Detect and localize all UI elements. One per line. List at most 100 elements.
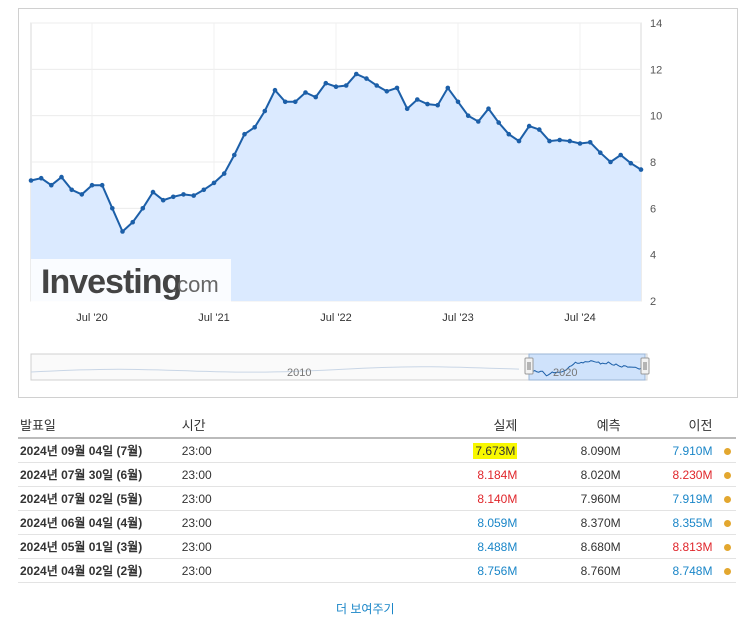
table-row: 2024년 07월 02일 (5월) 23:00 8.140M 7.960M 7.919… — [18, 486, 736, 511]
forecast-cell-value: 8.090M — [580, 443, 621, 458]
release-date-cell: 2024년 05월 01일 (3월) — [18, 534, 180, 559]
table-row: 2024년 09월 04일 (7월) 23:00 7.673M 8.090M 7.910… — [18, 438, 736, 463]
show-more-link[interactable]: 더 보여주기 — [336, 602, 395, 616]
forecast-cell: 8.370M — [521, 510, 625, 535]
actual-cell: 8.488M — [421, 534, 522, 559]
forecast-cell: 8.760M — [521, 558, 625, 583]
data-point — [89, 182, 95, 188]
status-cell — [716, 558, 736, 583]
navigator-handle[interactable] — [640, 357, 650, 375]
status-cell — [716, 438, 736, 463]
x-tick-label: Jul '20 — [76, 312, 107, 324]
header-date: 발표일 — [18, 412, 180, 439]
previous-cell-value: 8.355M — [672, 515, 713, 530]
economic-indicator-chart: 2 4 6 8 10 12 14 Jul '20 Jul '21 Jul '22 Jul '23 Ju… — [28, 18, 662, 381]
data-point — [547, 138, 552, 144]
release-time-cell-value: 23:00 — [181, 515, 212, 530]
release-time-cell-value: 23:00 — [181, 443, 212, 458]
y-tick-label: 4 — [650, 250, 656, 262]
x-tick-label: Jul '23 — [442, 312, 473, 324]
data-point — [435, 102, 441, 108]
forecast-cell: 8.020M — [521, 462, 625, 487]
previous-cell: 8.230M — [624, 462, 717, 487]
data-point — [211, 180, 217, 186]
x-tick-label: Jul '24 — [564, 312, 595, 324]
data-point — [577, 141, 583, 146]
data-point — [425, 101, 430, 107]
watermark-suffix: .com — [171, 272, 219, 297]
forecast-cell-value: 8.680M — [580, 539, 621, 554]
table-row: 2024년 07월 30일 (6월) 23:00 8.184M 8.020M 8.230… — [18, 462, 736, 487]
release-date-cell-value: 2024년 07월 30일 (6월) — [20, 468, 143, 482]
data-point — [120, 229, 125, 234]
data-point — [232, 152, 237, 158]
series-area — [31, 74, 641, 301]
data-point — [201, 187, 207, 193]
actual-cell-value: 8.488M — [477, 539, 518, 554]
forecast-cell-value: 8.020M — [580, 467, 621, 482]
previous-cell-value: 8.230M — [672, 467, 713, 482]
data-point — [171, 194, 176, 200]
navigator-handle[interactable] — [524, 357, 534, 375]
data-point — [455, 99, 461, 105]
investing-watermark: Investing .com — [31, 259, 231, 304]
data-point — [445, 85, 451, 91]
header-actual: 실제 — [421, 412, 522, 439]
previous-cell: 7.919M — [624, 486, 717, 511]
release-history-table: 발표일 시간 실제 예측 이전 2024년 09월 04일 (7월) 23:00 7… — [18, 412, 736, 583]
header-forecast: 예측 — [521, 412, 625, 439]
data-point — [598, 150, 603, 155]
actual-cell: 8.756M — [421, 558, 522, 583]
actual-cell-value: 7.673M — [473, 442, 518, 459]
actual-cell-value: 8.184M — [477, 467, 518, 482]
data-point — [79, 192, 85, 197]
data-point — [160, 197, 166, 203]
data-point — [506, 131, 512, 137]
chart-container: 2 4 6 8 10 12 14 Jul '20 Jul '21 Jul '22 Jul '23 Ju… — [18, 8, 738, 398]
release-date-cell: 2024년 07월 30일 (6월) — [18, 462, 180, 487]
forecast-cell-value: 8.370M — [580, 515, 621, 530]
data-point — [404, 106, 410, 111]
header-time: 시간 — [179, 412, 422, 439]
actual-cell: 8.140M — [421, 486, 522, 511]
data-point — [323, 80, 329, 86]
y-tick-label: 8 — [650, 157, 656, 169]
status-dot-icon — [723, 471, 731, 479]
x-tick-label: Jul '22 — [320, 312, 351, 324]
data-point — [516, 138, 522, 144]
data-point — [557, 137, 562, 143]
status-dot-icon — [723, 447, 731, 455]
y-tick-label: 6 — [650, 203, 656, 215]
data-point — [394, 85, 400, 91]
data-point — [242, 131, 247, 137]
header-status — [716, 412, 736, 439]
navigator-history-line — [30, 366, 520, 373]
data-point — [496, 120, 502, 125]
release-time-cell: 23:00 — [179, 534, 422, 559]
data-point — [130, 219, 135, 225]
release-time-cell: 23:00 — [179, 438, 422, 463]
release-time-cell: 23:00 — [179, 558, 422, 583]
release-date-cell-value: 2024년 09월 04일 (7월) — [20, 444, 143, 458]
forecast-cell-value: 7.960M — [580, 491, 621, 506]
data-point — [303, 90, 308, 95]
release-date-cell-value: 2024년 04월 02일 (2월) — [20, 564, 143, 578]
data-point — [293, 99, 298, 105]
data-point — [191, 193, 196, 198]
previous-cell: 8.748M — [624, 558, 717, 583]
release-date-cell-value: 2024년 05월 01일 (3월) — [20, 540, 143, 554]
release-date-cell-value: 2024년 06월 04일 (4월) — [20, 516, 143, 530]
data-point — [262, 108, 268, 114]
status-cell — [716, 534, 736, 559]
actual-cell-value: 8.756M — [477, 563, 518, 578]
data-point — [526, 123, 532, 129]
y-tick-label: 2 — [650, 296, 656, 308]
forecast-cell: 7.960M — [521, 486, 625, 511]
forecast-cell: 8.090M — [521, 438, 625, 463]
data-point — [181, 192, 186, 197]
data-point — [465, 113, 471, 118]
data-point — [252, 125, 257, 130]
release-date-cell: 2024년 04월 02일 (2월) — [18, 558, 180, 583]
table-header-row: 발표일 시간 실제 예측 이전 — [18, 412, 736, 439]
navigator-year-label: 2020 — [553, 367, 577, 379]
